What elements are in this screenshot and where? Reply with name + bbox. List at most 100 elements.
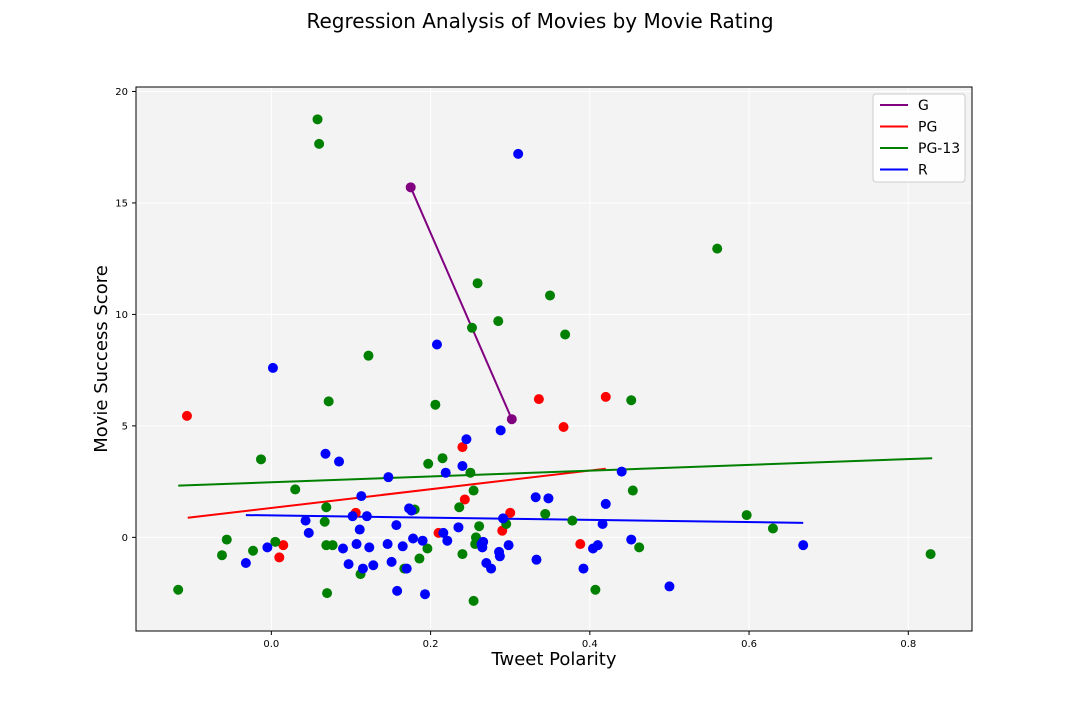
point-r	[578, 563, 589, 574]
legend-label-pg: PG	[918, 120, 937, 136]
point-r	[391, 520, 402, 531]
point-r	[503, 540, 514, 551]
point-r	[356, 491, 367, 502]
point-r	[420, 589, 431, 600]
point-pg-13	[319, 516, 330, 527]
y-tick-label: 20	[115, 87, 128, 98]
point-pg-13	[216, 550, 227, 561]
point-pg	[181, 410, 192, 421]
point-pg-13	[457, 549, 468, 560]
point-r	[431, 339, 442, 350]
point-r	[334, 456, 345, 467]
point-pg-13	[560, 329, 571, 340]
point-r	[440, 467, 451, 478]
point-pg-13	[590, 584, 601, 595]
point-pg-13	[323, 396, 334, 407]
point-r	[397, 541, 408, 552]
point-pg-13	[437, 453, 448, 464]
point-r	[406, 505, 417, 516]
point-r	[438, 527, 449, 538]
point-r	[320, 448, 331, 459]
point-pg-13	[454, 502, 465, 513]
point-pg-13	[248, 545, 259, 556]
point-r	[354, 524, 365, 535]
point-pg	[558, 422, 569, 432]
x-tick-label: 0.4	[582, 639, 598, 650]
point-pg	[457, 442, 468, 453]
point-pg-13	[270, 536, 281, 547]
point-pg	[278, 540, 289, 551]
point-pg-13	[327, 540, 338, 551]
point-pg-13	[322, 588, 333, 599]
point-r	[300, 515, 311, 526]
y-tick-label: 0	[122, 533, 128, 544]
plot-area	[136, 87, 972, 631]
legend-label-pg-13: PG-13	[918, 141, 960, 157]
point-r	[453, 522, 464, 533]
point-pg-13	[314, 138, 325, 149]
point-r	[351, 539, 362, 550]
point-r	[364, 542, 375, 553]
point-r	[513, 148, 524, 159]
legend-label-r: R	[918, 163, 928, 179]
point-pg-13	[474, 521, 485, 532]
point-pg-13	[545, 290, 556, 301]
point-pg-13	[173, 584, 184, 595]
point-pg-13	[493, 316, 504, 327]
point-pg-13	[422, 543, 433, 554]
point-pg-13	[472, 278, 483, 289]
point-pg-13	[465, 467, 476, 478]
regression-lines	[178, 186, 933, 524]
point-pg-13	[221, 534, 232, 545]
point-r	[486, 563, 497, 574]
point-r	[461, 434, 472, 445]
legend: G PG PG-13 R	[872, 93, 966, 183]
point-pg-13	[626, 395, 637, 406]
point-r	[626, 534, 637, 545]
point-r	[531, 554, 542, 565]
point-r	[592, 540, 603, 551]
data-points	[173, 114, 936, 606]
point-r	[457, 461, 468, 472]
legend-box	[872, 93, 966, 183]
point-r	[417, 535, 428, 546]
y-tick-label: 15	[115, 198, 128, 209]
point-pg-13	[430, 399, 441, 410]
regression-line-r	[245, 514, 804, 524]
point-r	[240, 558, 251, 568]
point-pg	[505, 507, 516, 518]
plot-frame	[135, 86, 973, 632]
x-tick-label: 0.0	[263, 639, 279, 650]
point-r	[530, 492, 541, 503]
point-r	[368, 560, 379, 571]
point-pg	[600, 391, 611, 402]
point-pg-13	[470, 532, 481, 543]
point-r	[383, 472, 394, 483]
y-axis-label: Movie Success Score	[91, 265, 112, 453]
point-pg-13	[925, 549, 936, 560]
point-r	[664, 581, 675, 592]
point-pg-13	[634, 542, 645, 553]
point-r	[401, 563, 412, 574]
regression-line-pg-13	[178, 457, 933, 487]
point-pg-13	[627, 485, 638, 496]
point-pg-13	[256, 454, 267, 465]
point-r	[494, 551, 505, 562]
point-r	[347, 511, 358, 522]
point-pg-13	[312, 114, 323, 125]
point-g	[506, 414, 517, 425]
point-pg-13	[767, 523, 778, 534]
point-g	[405, 182, 416, 193]
point-r	[408, 533, 419, 544]
point-pg	[533, 394, 544, 405]
regression-line-pg	[187, 467, 606, 519]
point-r	[392, 585, 403, 596]
point-pg	[459, 494, 470, 505]
point-r	[600, 498, 611, 509]
point-pg	[575, 539, 586, 550]
point-r	[303, 527, 314, 538]
grid	[136, 87, 972, 631]
point-r	[386, 556, 397, 567]
x-tick-label: 0.2	[423, 639, 439, 650]
regression-line-g	[409, 186, 513, 420]
